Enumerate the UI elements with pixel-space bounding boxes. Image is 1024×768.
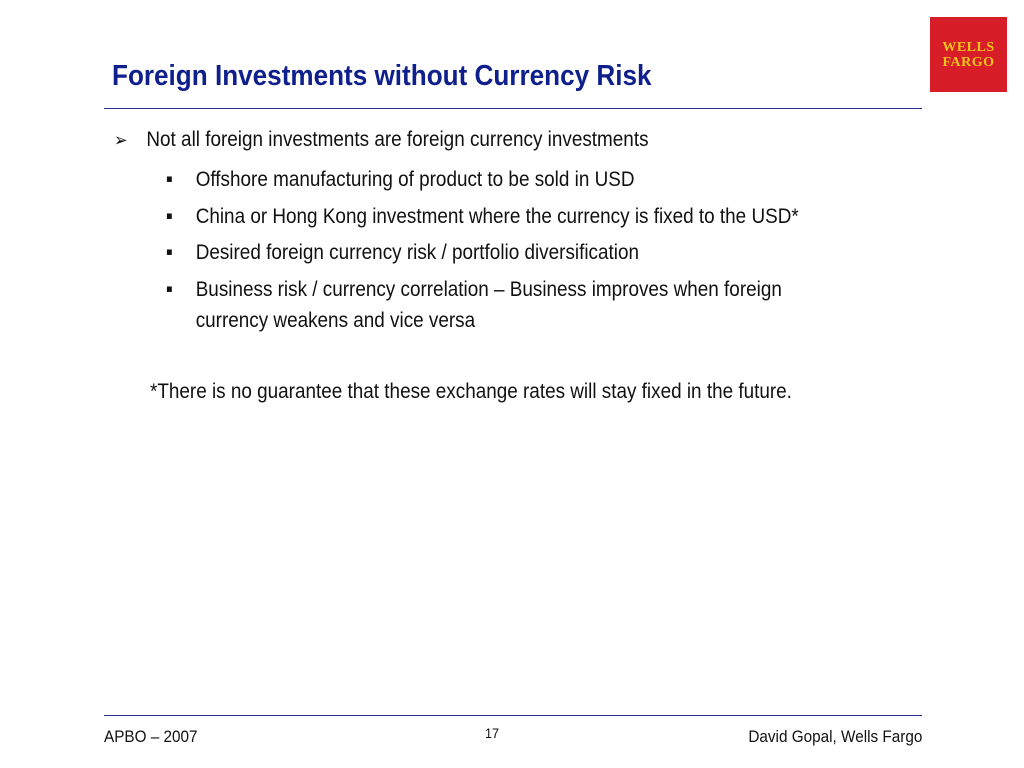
sub-bullet-text: Business risk / currency correlation – B…	[195, 278, 782, 301]
wells-fargo-logo: WELLS FARGO	[930, 17, 1007, 92]
logo-line-1: WELLS	[942, 39, 995, 55]
square-bullet-icon: ▪	[166, 282, 173, 295]
sub-bullet-item: ▪ China or Hong Kong investment where the…	[166, 200, 799, 232]
square-bullet-icon: ▪	[166, 245, 173, 258]
sub-bullet-text: Offshore manufacturing of product to be …	[195, 168, 635, 191]
bullet-item: ➢ Not all foreign investments are foreign…	[114, 128, 649, 152]
logo-line-2: FARGO	[942, 54, 995, 70]
footnote: *There is no guarantee that these exchan…	[150, 380, 792, 403]
footer-divider	[104, 715, 922, 716]
page-number: 17	[485, 725, 500, 741]
sub-bullet-item: ▪ Offshore manufacturing of product to be…	[166, 163, 634, 195]
footer-author: David Gopal, Wells Fargo	[747, 727, 922, 746]
bullet-text: Not all foreign investments are foreign …	[146, 128, 649, 151]
sub-bullet-item: ▪ Desired foreign currency risk / portfol…	[166, 236, 639, 268]
sub-bullet-text: Desired foreign currency risk / portfoli…	[195, 241, 639, 264]
arrow-bullet-icon: ➢	[114, 130, 128, 151]
sub-bullet-continuation: currency weakens and vice versa	[195, 309, 476, 332]
sub-bullet-text: China or Hong Kong investment where the …	[195, 205, 799, 228]
title-divider	[104, 108, 922, 109]
square-bullet-icon: ▪	[166, 172, 173, 185]
footer-event: APBO – 2007	[104, 727, 198, 746]
sub-bullet-item: ▪ Business risk / currency correlation – …	[166, 273, 782, 336]
slide-title: Foreign Investments without Currency Ris…	[112, 60, 652, 92]
square-bullet-icon: ▪	[166, 209, 173, 222]
